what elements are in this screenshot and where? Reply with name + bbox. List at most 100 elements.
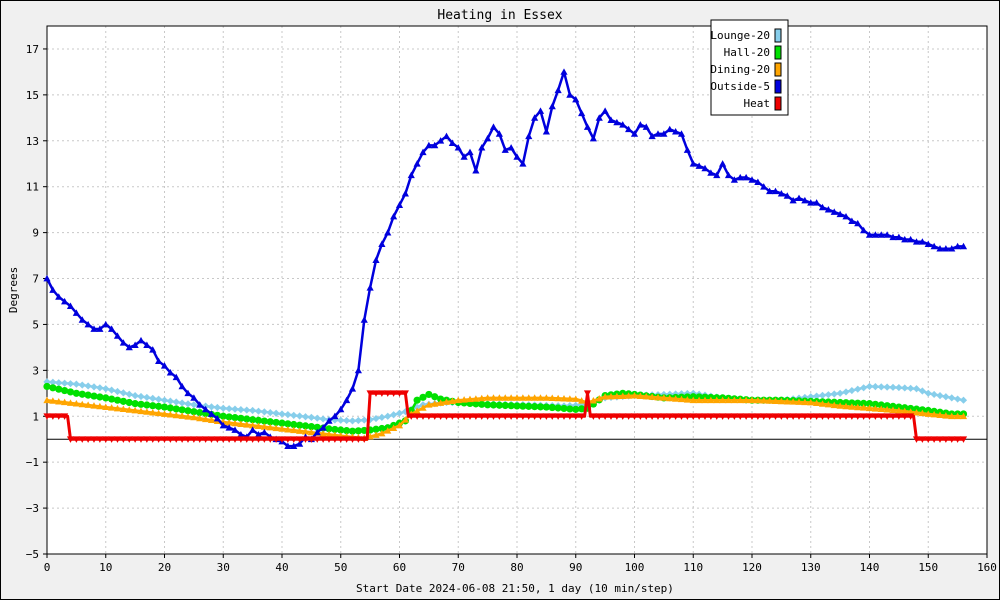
data-point <box>96 402 104 410</box>
data-point <box>90 402 98 409</box>
data-point <box>760 413 768 420</box>
x-tick-label: 140 <box>860 561 880 574</box>
data-point <box>319 415 327 423</box>
data-point <box>525 394 533 401</box>
data-point <box>742 413 750 420</box>
data-point <box>813 413 821 420</box>
data-point <box>125 390 133 398</box>
data-point <box>55 385 63 393</box>
data-point <box>284 420 292 428</box>
data-point <box>818 391 827 399</box>
data-point <box>84 391 92 399</box>
data-point <box>166 436 174 443</box>
data-point <box>325 430 333 438</box>
legend-swatch <box>774 45 782 60</box>
data-point <box>448 397 456 404</box>
data-point <box>390 390 398 397</box>
data-point <box>137 392 145 401</box>
data-point <box>460 396 468 403</box>
data-point <box>113 436 122 443</box>
data-point <box>454 413 462 420</box>
data-point <box>554 404 562 412</box>
data-point <box>419 413 427 420</box>
data-point <box>830 413 838 420</box>
data-point <box>713 413 721 420</box>
data-point <box>301 436 310 443</box>
data-point <box>672 395 680 402</box>
data-point <box>202 405 210 413</box>
data-point <box>542 128 550 135</box>
data-point <box>231 419 239 427</box>
data-point <box>237 414 245 422</box>
data-point <box>337 436 345 443</box>
data-point <box>307 422 315 431</box>
data-point <box>225 436 233 443</box>
data-point <box>390 212 398 220</box>
data-point <box>542 394 550 401</box>
data-point <box>836 413 844 420</box>
x-tick-label: 50 <box>334 561 347 574</box>
legend-item: Hall-20 <box>724 45 782 60</box>
data-point <box>583 123 592 130</box>
data-point <box>501 394 509 401</box>
data-point <box>348 385 357 392</box>
data-point <box>807 398 815 406</box>
data-point <box>466 413 474 420</box>
data-point <box>166 404 174 412</box>
data-point <box>507 413 515 420</box>
data-point <box>178 406 186 414</box>
data-point <box>401 390 409 397</box>
data-point <box>202 436 210 443</box>
data-point <box>366 390 374 397</box>
data-point <box>836 389 844 397</box>
data-point <box>836 402 844 409</box>
data-point <box>313 423 321 431</box>
data-point <box>536 394 545 401</box>
data-point <box>290 426 298 434</box>
data-point <box>243 415 251 423</box>
data-point <box>860 226 868 234</box>
data-point <box>372 414 380 423</box>
data-point <box>49 397 57 404</box>
data-point <box>842 413 850 420</box>
data-point <box>43 396 51 404</box>
data-point <box>607 116 615 124</box>
data-point <box>695 162 703 169</box>
data-point <box>360 426 368 435</box>
data-point <box>683 396 691 403</box>
data-point <box>954 436 962 443</box>
data-point <box>49 378 57 386</box>
data-point <box>754 413 762 420</box>
data-point <box>172 436 180 443</box>
data-point <box>102 436 110 443</box>
data-point <box>219 436 227 443</box>
data-point <box>155 409 163 417</box>
x-tick-label: 0 <box>44 561 51 574</box>
data-point <box>783 413 791 420</box>
data-point <box>425 141 433 149</box>
data-point <box>290 411 298 419</box>
legend-item: Dining-20 <box>710 62 782 77</box>
data-point <box>96 393 104 401</box>
data-point <box>595 413 603 420</box>
data-point <box>472 400 480 408</box>
data-point <box>836 210 844 218</box>
data-point <box>601 413 609 420</box>
data-point <box>766 413 774 420</box>
data-point <box>266 408 274 417</box>
data-point <box>254 422 263 430</box>
data-point <box>72 400 80 407</box>
data-point <box>378 424 386 433</box>
data-point <box>337 416 345 424</box>
data-point <box>84 320 92 328</box>
y-tick-label: −3 <box>26 502 39 515</box>
data-point <box>284 442 292 449</box>
data-point <box>149 408 157 416</box>
data-point <box>877 231 885 238</box>
data-point <box>196 414 204 422</box>
data-point <box>196 436 204 443</box>
data-point <box>178 436 186 443</box>
x-tick-label: 10 <box>99 561 112 574</box>
data-point <box>895 406 903 414</box>
